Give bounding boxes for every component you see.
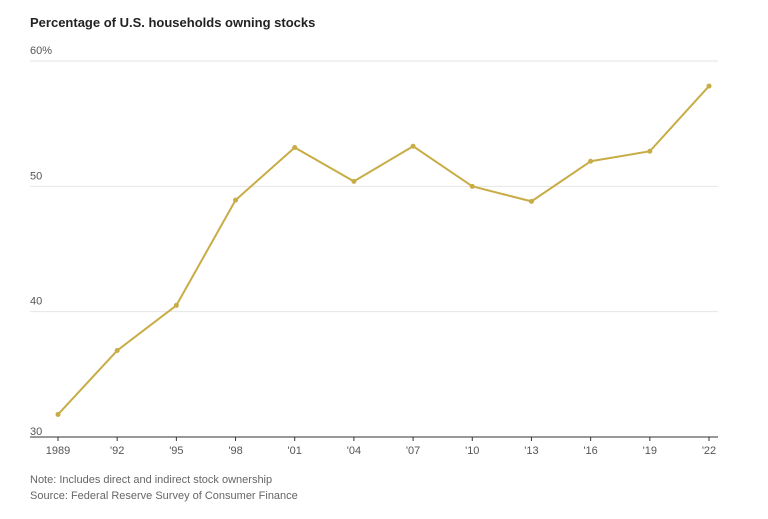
- chart-note: Note: Includes direct and indirect stock…: [30, 474, 273, 486]
- y-tick-label: 40: [30, 296, 42, 308]
- data-point: [706, 83, 712, 89]
- x-tick-label: '01: [288, 445, 302, 457]
- x-tick-label: '22: [702, 445, 716, 457]
- data-point: [55, 411, 61, 417]
- data-point: [351, 178, 357, 184]
- series-line: [57, 85, 710, 416]
- x-tick-label: '13: [524, 445, 538, 457]
- data-point: [647, 148, 653, 154]
- x-tick-label: '95: [169, 445, 183, 457]
- x-tick-label: '98: [228, 445, 242, 457]
- data-point: [114, 348, 120, 354]
- data-point: [528, 198, 534, 204]
- x-tick-label: '10: [465, 445, 479, 457]
- data-point: [292, 144, 298, 150]
- x-tick-label: 1989: [46, 445, 70, 457]
- chart-source: Source: Federal Reserve Survey of Consum…: [30, 490, 298, 502]
- y-tick-label: 50: [30, 170, 42, 182]
- y-tick-label: 30: [30, 426, 42, 438]
- data-point: [173, 302, 179, 308]
- data-point: [233, 197, 239, 203]
- x-tick-label: '07: [406, 445, 420, 457]
- data-point: [410, 143, 416, 149]
- data-point: [588, 158, 594, 164]
- x-tick-label: '04: [347, 445, 361, 457]
- x-tick-label: '16: [583, 445, 597, 457]
- y-tick-label: 60%: [30, 45, 52, 57]
- chart-title: Percentage of U.S. households owning sto…: [30, 15, 316, 30]
- x-tick-label: '92: [110, 445, 124, 457]
- data-point: [469, 183, 475, 189]
- x-tick-label: '19: [643, 445, 657, 457]
